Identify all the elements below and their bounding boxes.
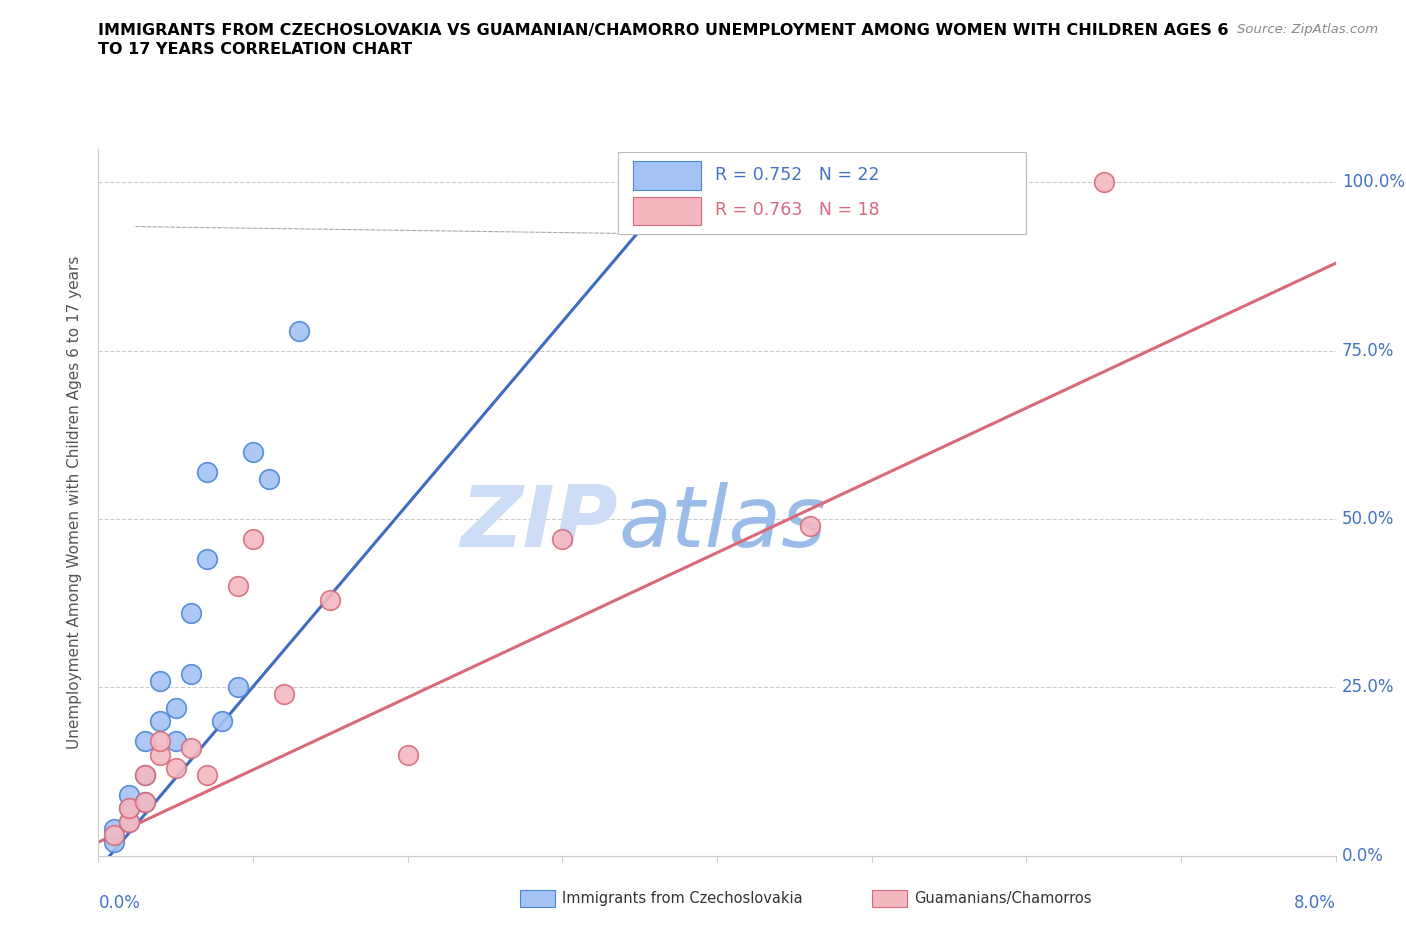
Point [195, 767, 218, 782]
Text: 100.0%: 100.0% [1341, 174, 1405, 192]
Text: 50.0%: 50.0% [1341, 510, 1395, 528]
Point [396, 747, 419, 762]
Point [134, 767, 156, 782]
Point [180, 740, 202, 755]
Point [103, 821, 125, 836]
Text: 75.0%: 75.0% [1341, 341, 1395, 360]
Text: 0.0%: 0.0% [98, 895, 141, 912]
Point [551, 532, 574, 547]
Text: Source: ZipAtlas.com: Source: ZipAtlas.com [1237, 23, 1378, 36]
Point [242, 532, 264, 547]
Text: TO 17 YEARS CORRELATION CHART: TO 17 YEARS CORRELATION CHART [98, 42, 412, 57]
Bar [633, 161, 702, 190]
Point [134, 794, 156, 809]
Point [134, 794, 156, 809]
Point [675, 195, 697, 210]
Point [118, 788, 141, 803]
Point [195, 464, 218, 479]
Point [103, 828, 125, 843]
Point [180, 605, 202, 620]
Text: Immigrants from Czechoslovakia: Immigrants from Czechoslovakia [562, 891, 803, 906]
Y-axis label: Unemployment Among Women with Children Ages 6 to 17 years: Unemployment Among Women with Children A… [67, 256, 83, 749]
Point [799, 518, 821, 533]
FancyBboxPatch shape [619, 153, 1026, 233]
Point [273, 686, 295, 701]
Text: atlas: atlas [619, 482, 827, 565]
Bar [633, 197, 702, 225]
Text: Guamanians/Chamorros: Guamanians/Chamorros [914, 891, 1091, 906]
Point [149, 673, 172, 688]
Text: R = 0.752   N = 22: R = 0.752 N = 22 [714, 166, 879, 184]
Point [134, 767, 156, 782]
Point [118, 815, 141, 830]
Point [134, 734, 156, 749]
Point [195, 552, 218, 567]
Point [165, 761, 187, 776]
Point [149, 734, 172, 749]
Point [103, 835, 125, 850]
Point [118, 801, 141, 816]
Point [242, 445, 264, 459]
Point [165, 734, 187, 749]
Text: ZIP: ZIP [460, 482, 619, 565]
Point [118, 801, 141, 816]
Text: 25.0%: 25.0% [1341, 678, 1395, 697]
Point [118, 815, 141, 830]
Text: 0.0%: 0.0% [1341, 846, 1384, 865]
Point [226, 680, 249, 695]
Text: R = 0.763   N = 18: R = 0.763 N = 18 [714, 202, 879, 219]
Text: IMMIGRANTS FROM CZECHOSLOVAKIA VS GUAMANIAN/CHAMORRO UNEMPLOYMENT AMONG WOMEN WI: IMMIGRANTS FROM CZECHOSLOVAKIA VS GUAMAN… [98, 23, 1229, 38]
Point [257, 472, 280, 486]
Point [1092, 175, 1115, 190]
Point [226, 578, 249, 593]
Point [165, 700, 187, 715]
Point [149, 713, 172, 728]
Point [180, 667, 202, 682]
Point [288, 323, 311, 338]
Text: 8.0%: 8.0% [1294, 895, 1336, 912]
Point [149, 747, 172, 762]
Point [319, 592, 342, 607]
Point [211, 713, 233, 728]
